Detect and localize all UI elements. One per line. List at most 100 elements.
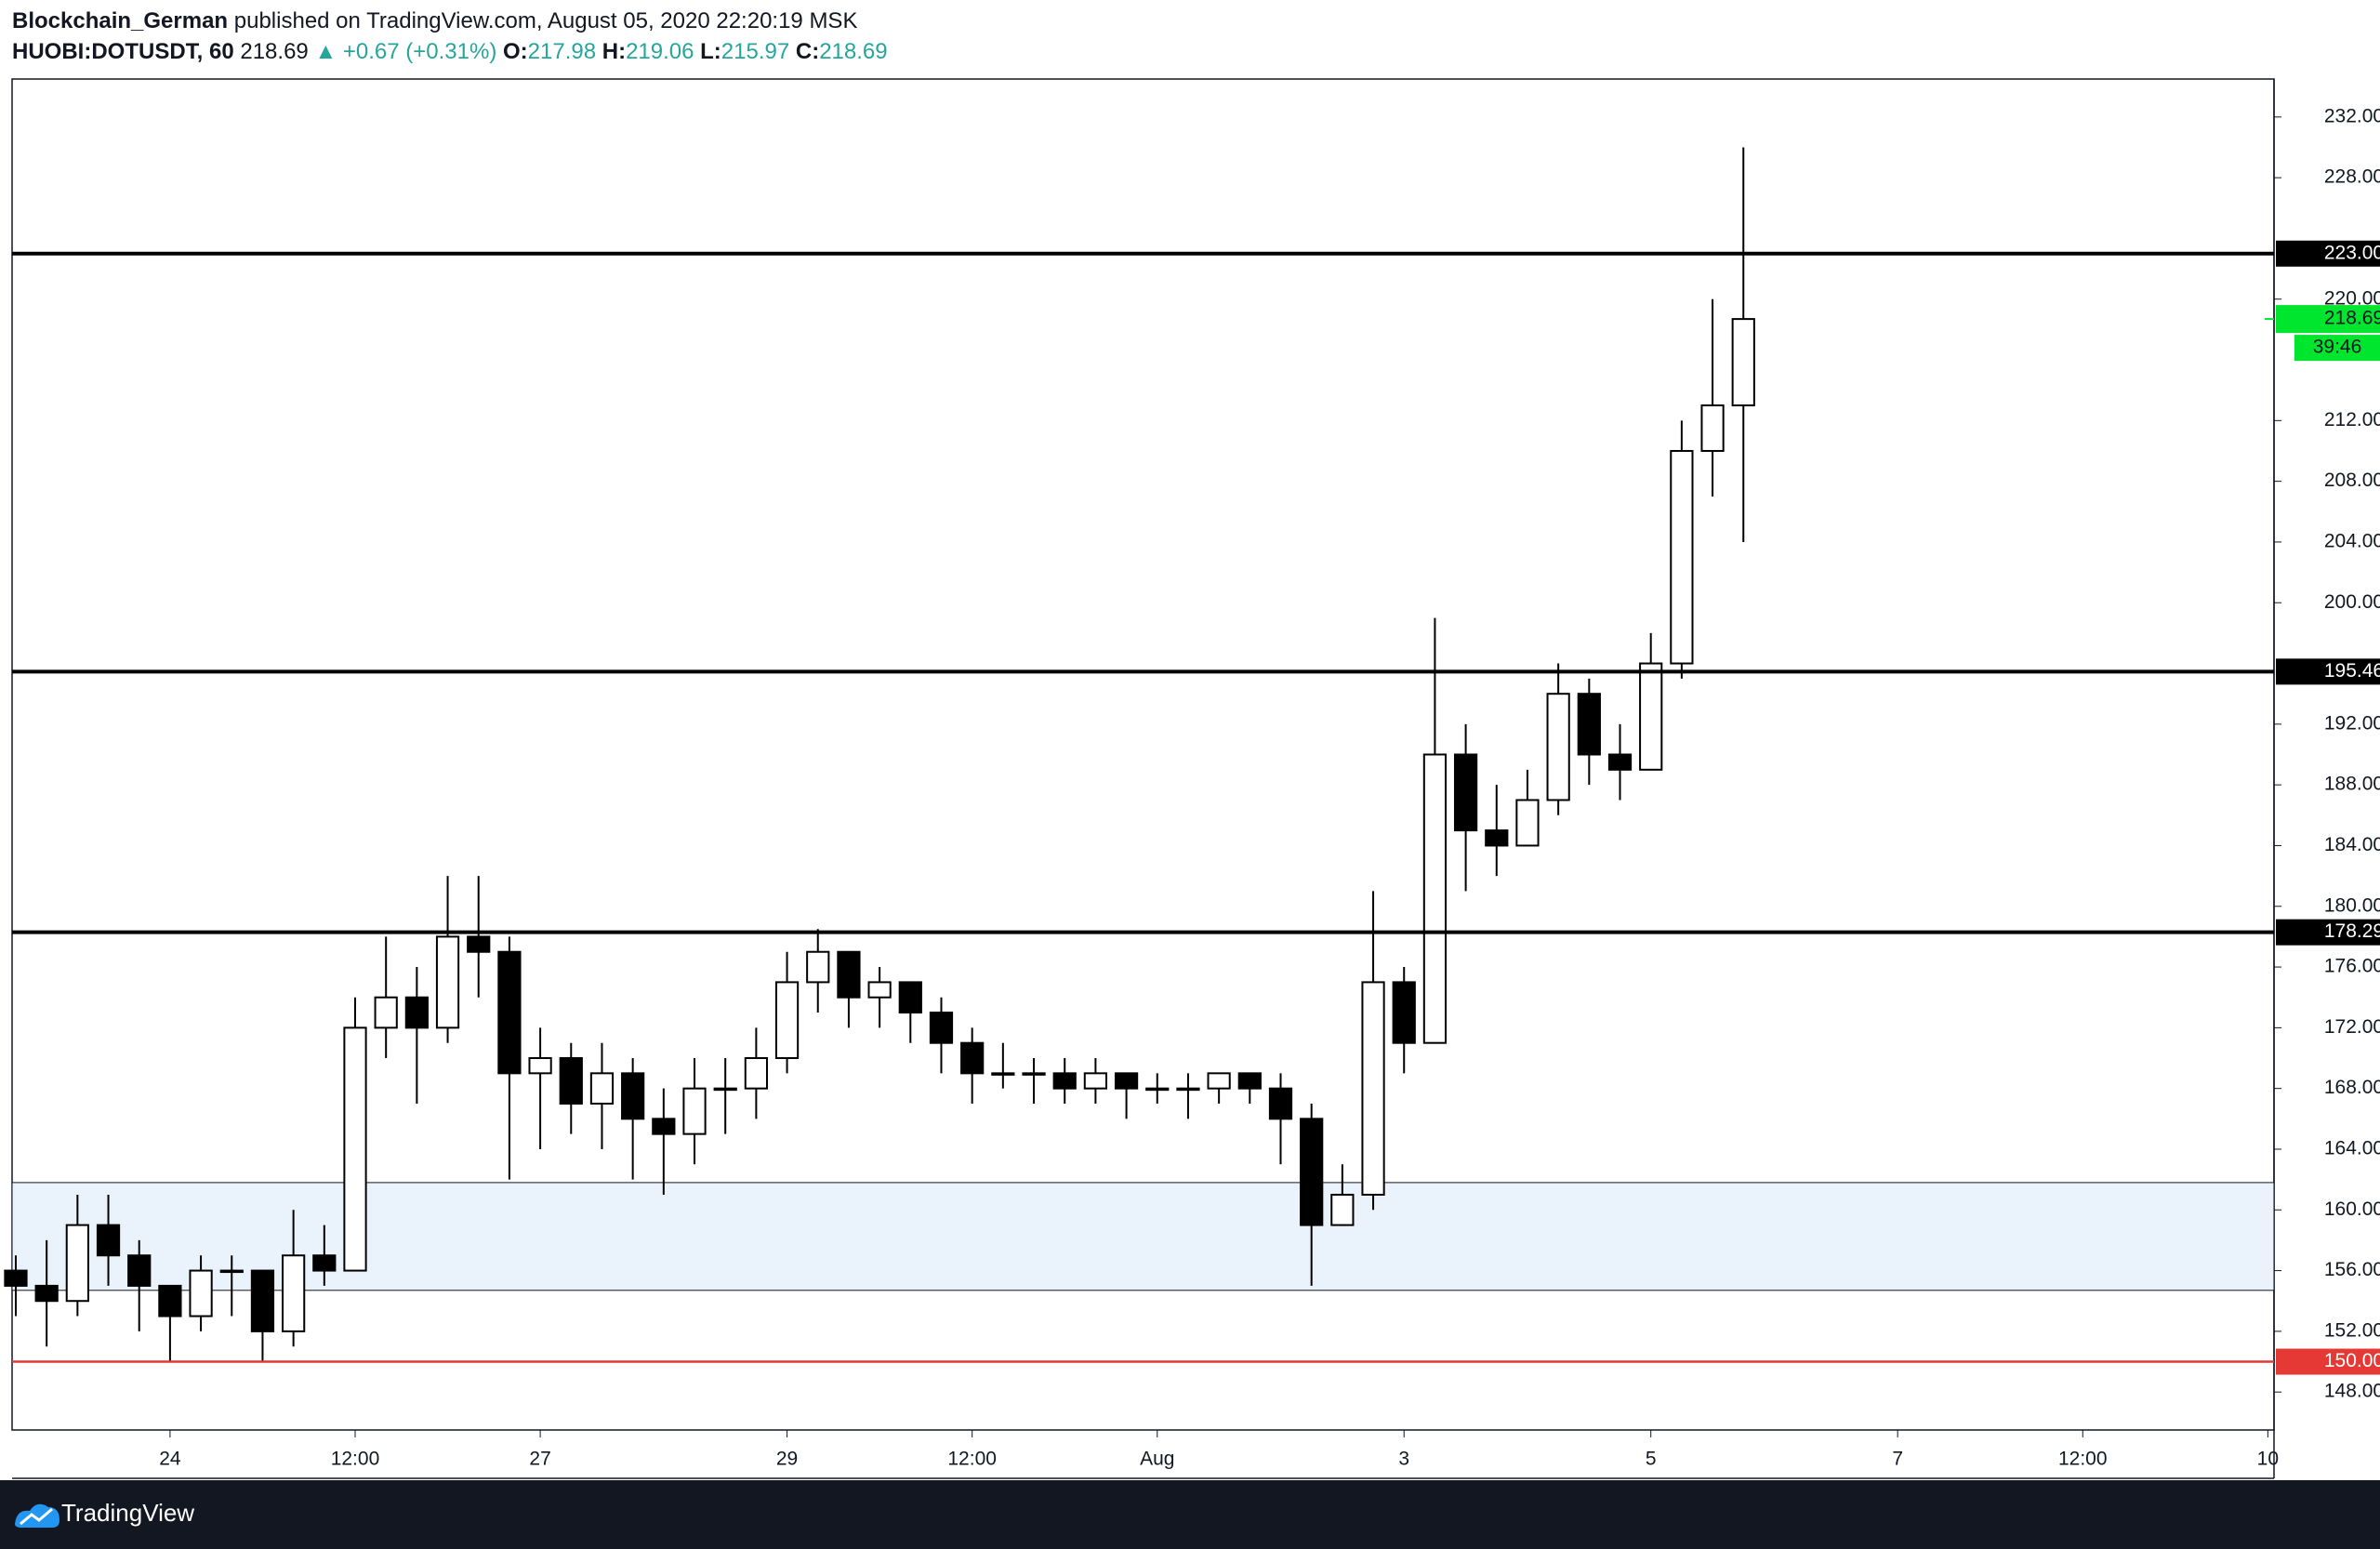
candle-body xyxy=(1330,1193,1355,1226)
candle-body xyxy=(158,1284,182,1317)
symbol-line: HUOBI:DOTUSDT, 60 218.69 ▲ +0.67 (+0.31%… xyxy=(12,36,888,67)
countdown: 39:46 xyxy=(2313,337,2362,358)
candle-body xyxy=(652,1118,676,1135)
brand: TradingView xyxy=(61,1499,195,1527)
candle-body xyxy=(1422,753,1448,1044)
countdown-tag xyxy=(2294,335,2380,362)
candle-body xyxy=(404,996,429,1029)
candle-body xyxy=(96,1224,121,1257)
x-tick-label: 10 xyxy=(2257,1449,2279,1470)
y-tick-label: 200.00 xyxy=(2324,591,2380,613)
x-tick-label: 12:00 xyxy=(2058,1449,2108,1470)
candle-body xyxy=(219,1269,244,1274)
candle-body xyxy=(713,1087,737,1092)
y-tick-label: 208.00 xyxy=(2324,470,2380,491)
candle-body xyxy=(929,1012,954,1044)
y-tick-label: 152.00 xyxy=(2324,1319,2380,1341)
candle-body xyxy=(898,981,922,1014)
y-tick-label: 184.00 xyxy=(2324,834,2380,855)
y-tick-label: 220.00 xyxy=(2324,287,2380,309)
l: 215.97 xyxy=(721,39,790,64)
candle-body xyxy=(34,1284,59,1303)
candle-body xyxy=(806,950,830,984)
support-zone xyxy=(11,1182,2275,1291)
y-tick-label: 212.00 xyxy=(2324,409,2380,430)
header: Blockchain_German published on TradingVi… xyxy=(12,6,888,67)
x-tick-label: Aug xyxy=(1140,1449,1174,1470)
candle-body xyxy=(1268,1087,1293,1120)
change: ▲ +0.67 (+0.31%) xyxy=(314,39,497,64)
level-tag xyxy=(2276,240,2380,267)
y-tick-label: 172.00 xyxy=(2324,1016,2380,1038)
o: 217.98 xyxy=(527,39,597,64)
published: published on TradingView.com, August 05,… xyxy=(228,8,858,33)
candle-body xyxy=(1577,693,1601,756)
candle-body xyxy=(991,1072,1015,1076)
candle-body xyxy=(1639,662,1663,771)
candle-body xyxy=(960,1041,985,1075)
candle-body xyxy=(774,981,800,1060)
x-tick-label: 5 xyxy=(1646,1449,1657,1470)
y-tick-label: 188.00 xyxy=(2324,774,2380,795)
level-tag xyxy=(2276,919,2380,946)
y-tick-label: 164.00 xyxy=(2324,1138,2380,1159)
last-price-tag xyxy=(2276,305,2380,334)
candle-body xyxy=(1022,1072,1046,1076)
h: 219.06 xyxy=(626,39,694,64)
candle-body xyxy=(1515,799,1540,847)
y-tick-label: 148.00 xyxy=(2324,1381,2380,1402)
candle-body xyxy=(867,981,892,999)
candle-body xyxy=(127,1254,152,1287)
candle-body xyxy=(559,1057,583,1105)
candle-body xyxy=(1083,1072,1108,1090)
level-tag xyxy=(2276,1348,2380,1375)
candle-body xyxy=(282,1254,306,1332)
o-label: O: xyxy=(502,39,528,64)
y-tick-label: 228.00 xyxy=(2324,166,2380,188)
c-label: C: xyxy=(795,39,820,64)
candle-body xyxy=(1114,1072,1139,1090)
level-label: 150.00 xyxy=(2324,1350,2380,1371)
l-label: L: xyxy=(700,39,721,64)
candle-body xyxy=(1485,829,1509,847)
logo xyxy=(15,1503,60,1528)
candle-body xyxy=(189,1269,213,1317)
candle-body xyxy=(528,1057,552,1075)
candle-body xyxy=(1145,1087,1170,1092)
y-tick-label: 160.00 xyxy=(2324,1198,2380,1220)
candle-body xyxy=(1731,318,1755,407)
y-tick-label: 204.00 xyxy=(2324,530,2380,551)
candle-body xyxy=(65,1224,89,1303)
candle-body xyxy=(467,935,491,953)
candle-body xyxy=(1453,753,1478,832)
candle-body xyxy=(621,1072,645,1120)
x-tick-label: 3 xyxy=(1398,1449,1409,1470)
candle-body xyxy=(1300,1118,1324,1226)
level-label: 178.29 xyxy=(2324,920,2380,942)
level-tag xyxy=(2276,658,2380,685)
candle-body xyxy=(1237,1072,1262,1090)
author: Blockchain_German xyxy=(12,8,229,33)
level-label: 195.46 xyxy=(2324,660,2380,682)
candle-body xyxy=(497,950,522,1075)
candle-body xyxy=(1052,1072,1077,1090)
level-label: 223.00 xyxy=(2324,242,2380,263)
chart: 148.00 152.00 156.00 160.00 164.00 168.00 172.… xyxy=(4,78,2380,1479)
candle-body xyxy=(744,1057,768,1090)
x-tick-label: 27 xyxy=(529,1449,550,1470)
x-tick-label: 12:00 xyxy=(947,1449,997,1470)
candle-body xyxy=(1176,1087,1200,1092)
x-tick-label: 24 xyxy=(159,1449,181,1470)
x-tick-label: 12:00 xyxy=(331,1449,380,1470)
y-tick-label: 232.00 xyxy=(2324,105,2380,126)
y-tick-label: 176.00 xyxy=(2324,956,2380,977)
candle-body xyxy=(1670,449,1694,665)
y-tick-label: 156.00 xyxy=(2324,1259,2380,1280)
candle-body xyxy=(343,1026,367,1272)
candle-body xyxy=(837,950,861,999)
candle-body xyxy=(1546,693,1570,801)
price: 218.69 xyxy=(240,39,309,64)
candle-body xyxy=(435,935,460,1029)
candle-body xyxy=(312,1254,337,1272)
candle-body xyxy=(1392,981,1416,1044)
